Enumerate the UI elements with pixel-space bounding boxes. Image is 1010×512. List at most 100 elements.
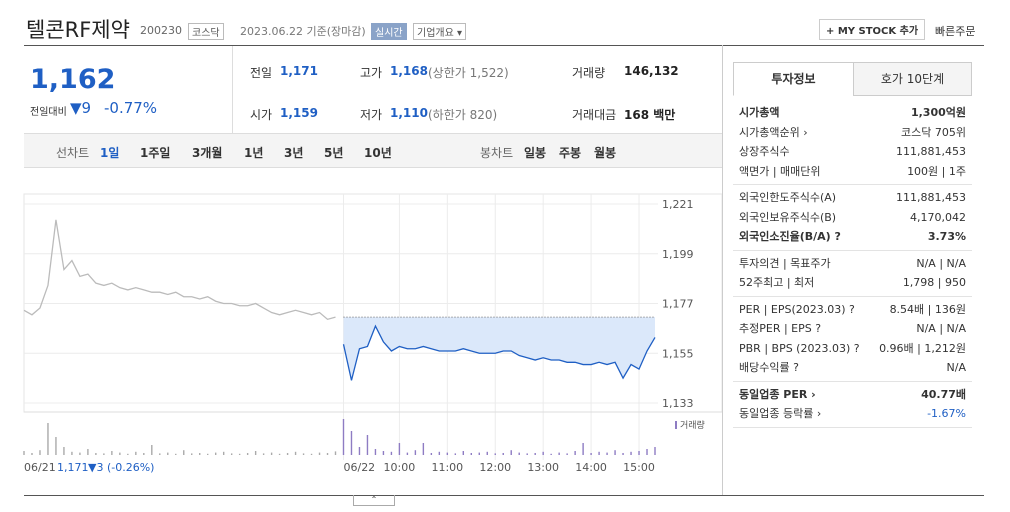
info-label: 시가총액 <box>739 106 780 119</box>
volume-bar <box>175 453 177 455</box>
tab[interactable]: 5년 <box>324 146 344 160</box>
volume-bar <box>167 452 169 455</box>
info-label: 동일업종 PER › <box>739 387 816 401</box>
stat-label: 거래대금 <box>572 108 617 122</box>
info-value: 1,798 | 950 <box>902 276 966 289</box>
volume-bar <box>183 450 185 455</box>
change-label: 전일대비 <box>30 107 67 118</box>
volume-bar <box>23 451 25 455</box>
volume-bar <box>558 452 560 455</box>
volume-bar <box>462 451 465 455</box>
volume-bar <box>430 453 433 455</box>
info-tab[interactable]: 투자정보 <box>733 62 854 96</box>
volume-bar <box>246 453 249 455</box>
x-tick-label: 06/21 <box>24 461 56 474</box>
volume-bar <box>55 437 57 455</box>
info-value: N/A | N/A <box>916 256 966 270</box>
info-group: 동일업종 PER › 40.77배 동일업종 등락률 › -1.67% <box>733 382 972 428</box>
tab[interactable]: 3년 <box>284 146 304 160</box>
volume-bar <box>382 451 385 455</box>
volume-bar <box>446 452 449 455</box>
volume-bar <box>119 452 121 455</box>
info-label: 투자의견 | 목표주가 <box>739 256 831 270</box>
volume-bar <box>103 453 105 455</box>
stat-value: 1,110 <box>390 106 428 120</box>
volume-bar <box>454 453 457 455</box>
volume-bar <box>262 453 265 455</box>
volume-bar <box>31 453 33 455</box>
volume-bar <box>646 449 648 455</box>
volume-bar <box>302 453 305 455</box>
info-group: 외국인한도주식수(A) 111,881,453 외국인보유주식수(B) 4,170,0… <box>733 185 972 251</box>
tab-bar <box>24 133 722 168</box>
mystock-button[interactable]: + MY STOCK 추가 <box>819 19 926 40</box>
stat-label: 전일 <box>250 66 273 80</box>
info-row: PER | EPS(2023.03) ? 8.54배 | 136원 <box>739 300 966 320</box>
stat-value: 146,132 <box>624 64 679 78</box>
tab[interactable]: 10년 <box>364 146 392 160</box>
chart: 1,221 1,199 1,177 1,155 1,133 06/21 06/22 10:00… <box>23 193 722 474</box>
company[interactable]: 기업개요 ▾ <box>413 23 466 40</box>
stat-value: 1,171 <box>280 64 318 78</box>
info-row: 동일업종 PER › 40.77배 <box>739 385 966 405</box>
footer-value: 1,171 <box>57 461 89 474</box>
tab[interactable]: 월봉 <box>594 146 617 160</box>
volume-legend: 거래량 <box>680 419 705 431</box>
volume-bar <box>622 453 624 455</box>
volume-bar <box>342 419 345 455</box>
info-row: PBR | BPS (2023.03) ? 0.96배 | 1,212원 <box>739 339 966 359</box>
info-group: 투자의견 | 목표주가 N/A | N/A 52주최고 | 최저 1,798 | 95… <box>733 251 972 297</box>
info-value: 111,881,453 <box>896 145 966 158</box>
volume-bar <box>582 443 584 455</box>
volume-bar <box>366 435 369 455</box>
info-value: 4,170,042 <box>910 210 966 224</box>
volume-bar <box>191 453 193 455</box>
volume-bar <box>566 453 568 455</box>
tab-label: 선차트 <box>56 146 90 160</box>
volume-bar <box>230 453 233 455</box>
volume-bar <box>638 451 640 455</box>
info-row: 외국인보유주식수(B) 4,170,042 <box>739 208 966 228</box>
info-label: 시가총액순위 › <box>739 125 808 139</box>
volume-bar <box>207 453 209 455</box>
y-tick-label: 1,221 <box>662 198 694 211</box>
info-label: 액면가 | 매매단위 <box>739 164 821 178</box>
volume-bar <box>494 453 496 455</box>
realtime[interactable]: 실시간 <box>371 23 407 40</box>
volume-bar <box>606 452 608 455</box>
volume-bar <box>63 447 65 455</box>
info-group: PER | EPS(2023.03) ? 8.54배 | 136원 추정PER | … <box>733 297 972 382</box>
volume-bar <box>550 453 552 455</box>
volume-bar <box>654 447 656 455</box>
volume-bar <box>238 453 241 455</box>
stat-extra: (하한가 820) <box>428 108 498 122</box>
volume-bar <box>159 453 161 455</box>
x-tick-label: 06/22 <box>343 461 375 474</box>
volume-bar <box>438 451 441 455</box>
info-value: 100원 | 1주 <box>907 164 966 178</box>
tab[interactable]: 1일 <box>100 146 120 160</box>
tab[interactable]: 주봉 <box>559 146 582 160</box>
tab-label: 봉차트 <box>480 146 514 160</box>
stat-value: 168 백만 <box>624 108 676 122</box>
quick-order[interactable]: 빠른주문 <box>935 25 976 38</box>
collapse-toggle[interactable]: ⌃ <box>353 495 395 506</box>
volume-bar <box>143 453 145 455</box>
info-tab[interactable]: 호가 10단계 <box>853 62 972 96</box>
volume-bar <box>318 452 321 455</box>
stat-extra: (상한가 1,522) <box>428 66 509 80</box>
tab[interactable]: 1년 <box>244 146 264 160</box>
volume-bar <box>79 452 81 455</box>
tab[interactable]: 일봉 <box>524 146 547 160</box>
tab[interactable]: 1주일 <box>140 146 171 160</box>
info-value: 1,300억원 <box>910 106 966 119</box>
divider <box>24 45 984 46</box>
volume-bar <box>127 453 129 455</box>
volume-bar <box>358 447 361 455</box>
tab[interactable]: 3개월 <box>192 146 223 160</box>
info-row: 투자의견 | 목표주가 N/A | N/A <box>739 254 966 274</box>
volume-bar <box>630 451 632 455</box>
info-value: 111,881,453 <box>896 191 966 204</box>
info-value: 코스닥 705위 <box>901 125 966 139</box>
volume-bar <box>422 443 425 455</box>
